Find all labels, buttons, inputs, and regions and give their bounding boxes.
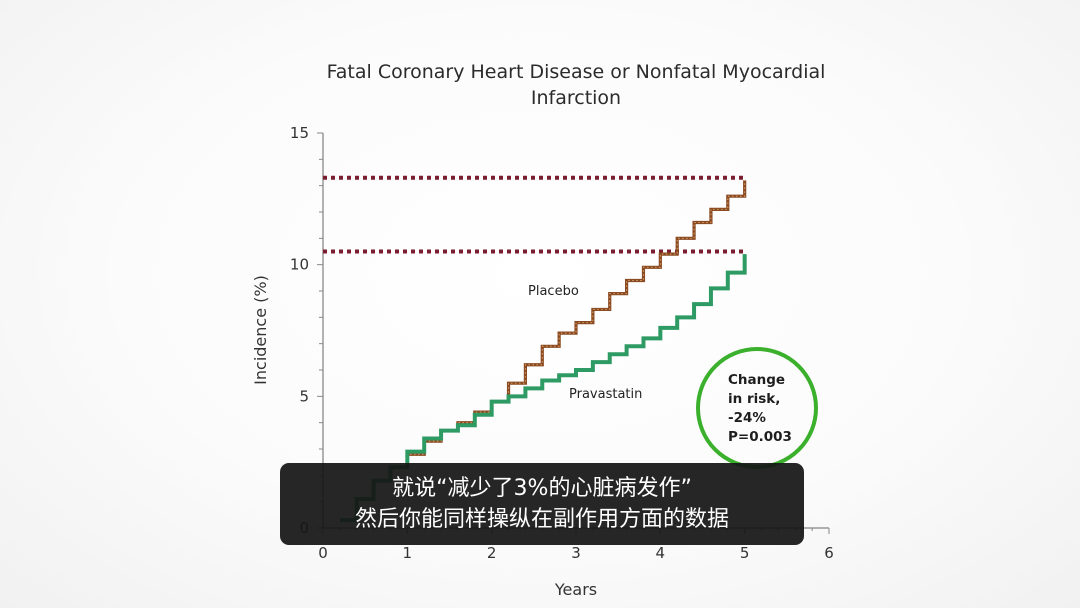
y-tick-label: 5 bbox=[299, 387, 309, 405]
subtitle-caption: 就说“减少了3%的心脏病发作” 然后你能同样操纵在副作用方面的数据 bbox=[280, 463, 804, 545]
y-tick-label: 15 bbox=[290, 124, 309, 142]
chart-title-line-1: Fatal Coronary Heart Disease or Nonfatal… bbox=[327, 61, 826, 83]
x-tick-label: 4 bbox=[656, 544, 666, 562]
callout-line-1: Change bbox=[728, 372, 785, 388]
risk-callout: Change in risk, -24% P=0.003 bbox=[696, 347, 818, 469]
x-tick-label: 1 bbox=[403, 544, 413, 562]
subtitle-line-2: 然后你能同样操纵在副作用方面的数据 bbox=[354, 507, 729, 532]
callout-line-2: in risk, bbox=[728, 391, 780, 407]
chart-title-line-2: Infarction bbox=[531, 87, 621, 109]
x-tick-label: 0 bbox=[318, 544, 328, 562]
series-label-pravastatin: Pravastatin bbox=[569, 387, 642, 402]
risk-callout-circle bbox=[696, 347, 818, 469]
chart-title: Fatal Coronary Heart Disease or Nonfatal… bbox=[327, 61, 826, 109]
series-label-placebo: Placebo bbox=[528, 284, 579, 299]
y-axis-label: Incidence (%) bbox=[251, 275, 270, 385]
series-line-pravastatin bbox=[339, 254, 747, 523]
x-tick-label: 3 bbox=[571, 544, 581, 562]
x-tick-label: 5 bbox=[740, 544, 750, 562]
reference-lines bbox=[323, 175, 745, 254]
x-tick-label: 2 bbox=[487, 544, 497, 562]
series-layer bbox=[339, 180, 747, 523]
callout-line-4: P=0.003 bbox=[728, 429, 792, 445]
callout-line-3: -24% bbox=[728, 410, 766, 426]
subtitle-line-1: 就说“减少了3%的心脏病发作” bbox=[392, 476, 692, 501]
x-axis-label: Years bbox=[554, 580, 597, 599]
y-tick-label: 10 bbox=[290, 256, 309, 274]
x-tick-label: 6 bbox=[824, 544, 834, 562]
